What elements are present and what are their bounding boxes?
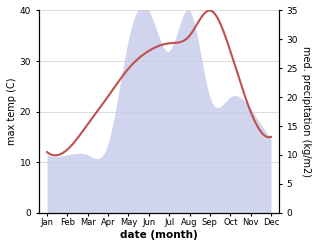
Y-axis label: med. precipitation (kg/m2): med. precipitation (kg/m2)	[301, 46, 311, 177]
X-axis label: date (month): date (month)	[120, 230, 198, 240]
Y-axis label: max temp (C): max temp (C)	[7, 78, 17, 145]
